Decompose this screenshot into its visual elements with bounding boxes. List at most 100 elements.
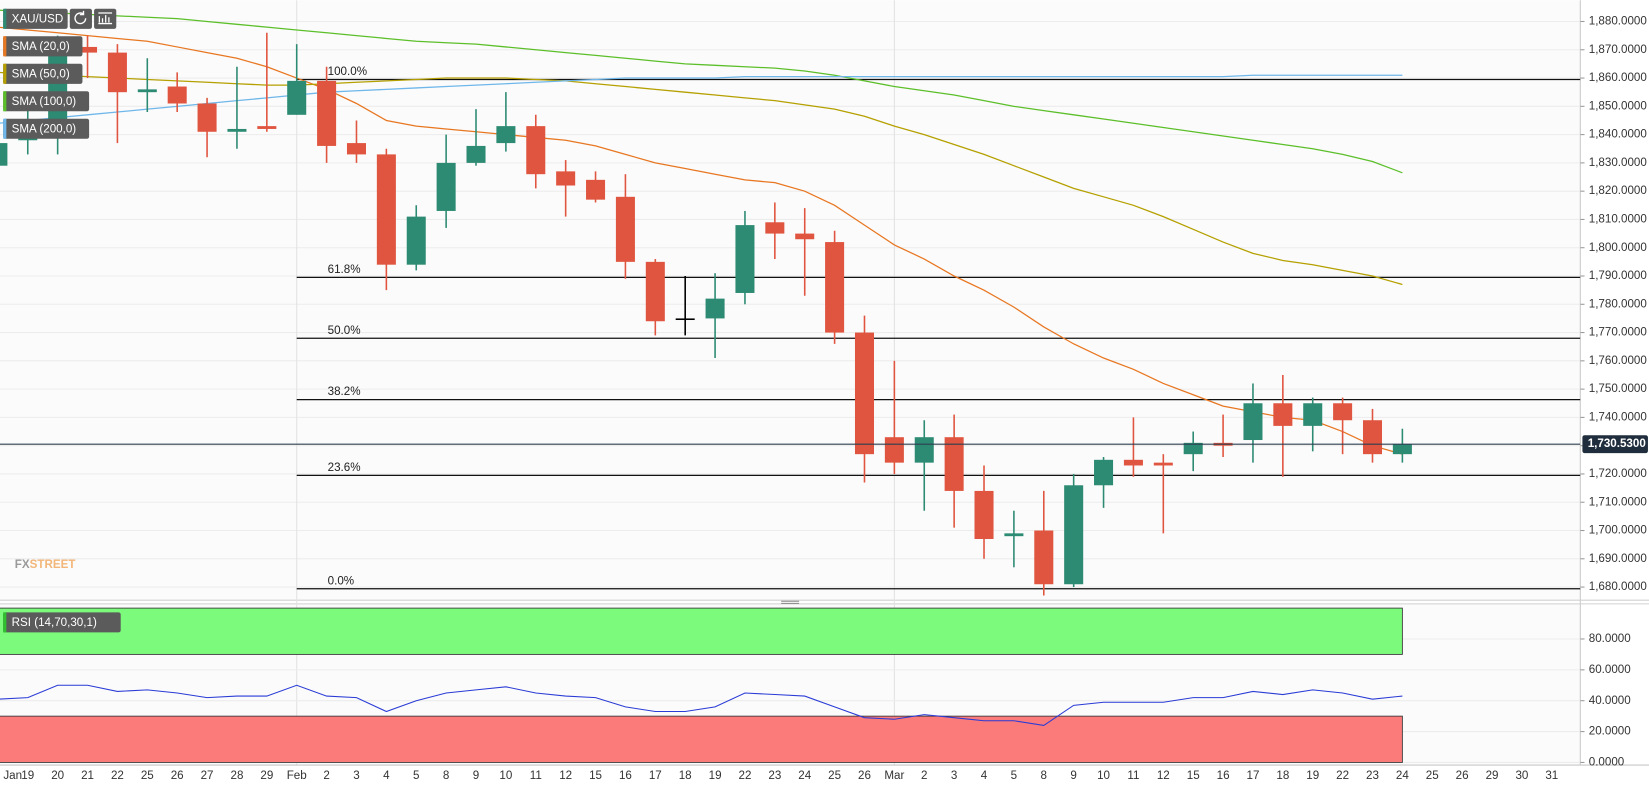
x-tick-label: 3: [353, 769, 359, 782]
candle-body: [1333, 403, 1353, 421]
candle-body: [735, 225, 755, 293]
symbol-box[interactable]: [3, 8, 68, 29]
x-tick-label: 4: [981, 769, 988, 782]
x-tick-label: 11: [530, 769, 542, 782]
watermark: FXSTREET: [15, 558, 76, 571]
x-tick-label: Feb: [287, 769, 307, 782]
candle-body: [1392, 444, 1412, 455]
x-tick-label: 20: [51, 769, 64, 782]
y-tick-label: 80.0000: [1589, 632, 1631, 645]
candle-body: [825, 242, 845, 333]
refresh-button[interactable]: [69, 8, 92, 29]
refresh-icon: [74, 10, 87, 25]
candle-body: [556, 171, 576, 186]
fib-label: 100.0%: [328, 65, 367, 78]
candle-body: [376, 154, 396, 265]
candle-body: [765, 222, 785, 234]
candle-body: [1094, 459, 1114, 486]
legend: XAU/USD SMA (20,0) SMA (50,0) SMA (100,0) S…: [3, 8, 121, 633]
x-tick-label: 12: [1157, 769, 1170, 782]
x-tick-label: 17: [1247, 769, 1260, 782]
x-tick-label: 24: [1396, 769, 1409, 782]
rsi-pane: [0, 607, 1403, 763]
y-tick-label: 1,740.0000: [1589, 410, 1647, 423]
legend-label: SMA (100,0): [12, 95, 77, 108]
y-tick-label: 1,880.0000: [1589, 15, 1647, 28]
x-tick-label: 2: [323, 769, 329, 782]
x-tick-label: 8: [443, 769, 449, 782]
last-price-tag: [1582, 435, 1648, 454]
candle-body: [974, 490, 994, 540]
x-tick-label: 25: [141, 769, 154, 782]
x-tick-label: 4: [383, 769, 390, 782]
sma-line: [0, 71, 1403, 286]
x-tick-label: 3: [951, 769, 957, 782]
candle-body: [1183, 442, 1203, 455]
x-tick-label: 26: [171, 769, 184, 782]
x-tick-label: 22: [1336, 769, 1349, 782]
candle-body: [466, 145, 486, 163]
x-tick-label: 21: [81, 769, 94, 782]
rsi-legend-swatch: [3, 612, 7, 633]
y-tick-label: 1,790.0000: [1589, 269, 1647, 282]
candle-body: [526, 126, 546, 175]
settings-icon: [98, 12, 113, 25]
candle-body: [645, 261, 665, 322]
rsi-band: [0, 607, 1403, 655]
legend-label: SMA (200,0): [12, 122, 77, 135]
y-tick-label: 1,850.0000: [1589, 99, 1647, 112]
x-tick-label: 19: [1306, 769, 1319, 782]
y-tick-label: 1,870.0000: [1589, 43, 1647, 56]
candle-body: [137, 89, 157, 93]
legend-swatch: [3, 118, 7, 139]
x-tick-label: 17: [649, 769, 662, 782]
x-tick-label: 16: [1217, 769, 1230, 782]
candle-body: [1243, 403, 1263, 441]
candle-body: [854, 332, 875, 455]
rsi-legend-box[interactable]: [3, 612, 121, 633]
legend-box[interactable]: [3, 118, 90, 139]
grid: [0, 0, 1581, 765]
x-tick-label: 29: [260, 769, 273, 782]
candle-body: [1303, 403, 1323, 426]
candle-body: [615, 196, 635, 262]
x-tick-label: 25: [1426, 769, 1439, 782]
y-tick-label: 1,830.0000: [1589, 156, 1647, 169]
main-pane: FXSTREET 100.0% 61.8% 50.0% 38.2% 23.6% 0.0%: [0, 9, 1581, 596]
x-tick-label: 31: [1545, 769, 1558, 782]
y-tick-label: 1,860.0000: [1589, 71, 1647, 84]
y-tick-label: 1,760.0000: [1589, 354, 1647, 367]
x-tick-label: 18: [1276, 769, 1289, 782]
candle-body: [944, 437, 964, 491]
y-tick-label: 1,810.0000: [1589, 213, 1647, 226]
fib-label: 0.0%: [328, 574, 354, 587]
candle-body: [1362, 420, 1383, 455]
x-tick-label: 25: [828, 769, 841, 782]
candle-body: [1004, 533, 1024, 537]
last-price-label: 1,730.5300: [1588, 437, 1646, 450]
legend-box[interactable]: [3, 63, 83, 84]
fib-label: 61.8%: [328, 263, 361, 276]
candle-body: [107, 52, 127, 93]
x-tick-label: 16: [619, 769, 632, 782]
y-tick-label: 1,720.0000: [1589, 467, 1647, 480]
x-tick-label: 11: [1127, 769, 1139, 782]
x-tick-label: 27: [201, 769, 214, 782]
legend-box[interactable]: [3, 36, 83, 57]
separator-handle[interactable]: [781, 600, 800, 604]
rsi-legend-label: RSI (14,70,30,1): [12, 616, 97, 629]
fib-label: 23.6%: [328, 461, 361, 474]
x-tick-label: 26: [1456, 769, 1469, 782]
y-tick-label: 40.0000: [1589, 694, 1631, 707]
y-tick-label: 0.0000: [1589, 756, 1625, 769]
fib-label: 38.2%: [328, 385, 361, 398]
candle-body: [78, 46, 98, 53]
candle-body: [0, 143, 8, 166]
legend-label: SMA (50,0): [12, 67, 70, 80]
candle-body: [586, 179, 606, 200]
sma-line: [0, 9, 1403, 174]
legend-box[interactable]: [3, 91, 90, 112]
candle-body: [496, 126, 516, 144]
